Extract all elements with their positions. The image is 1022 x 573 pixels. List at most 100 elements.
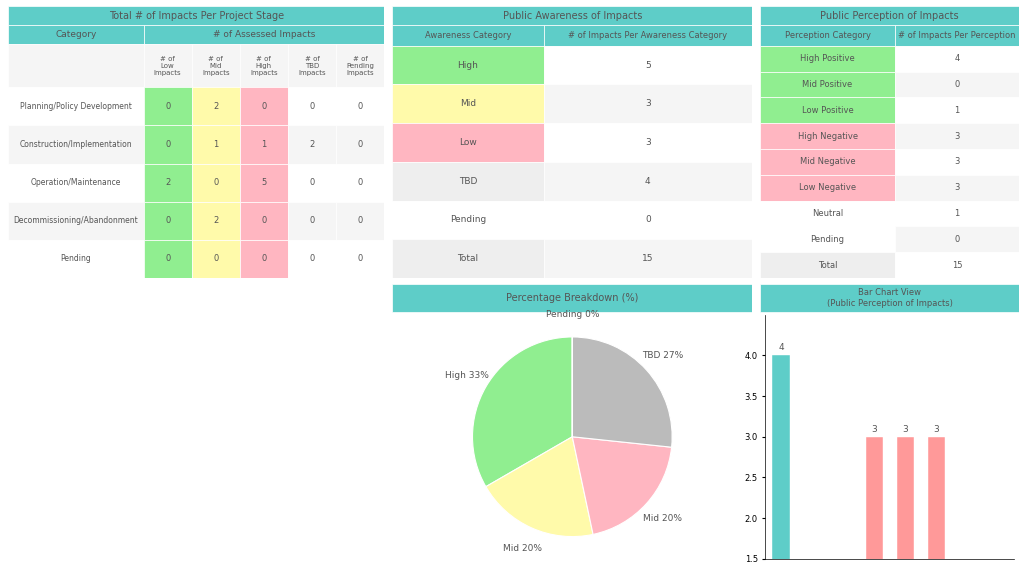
FancyBboxPatch shape [240,44,288,87]
Text: 0: 0 [214,178,219,187]
Text: 3: 3 [955,183,960,192]
Text: 3: 3 [645,138,651,147]
Text: 0: 0 [310,216,315,225]
FancyBboxPatch shape [192,164,240,202]
FancyBboxPatch shape [8,25,143,44]
FancyBboxPatch shape [760,284,1019,312]
Text: 3: 3 [871,425,877,434]
Text: 3: 3 [933,425,939,434]
FancyBboxPatch shape [143,25,384,44]
Text: Total: Total [458,254,478,263]
Text: 0: 0 [165,102,171,111]
FancyBboxPatch shape [8,87,143,125]
Text: Public Perception of Impacts: Public Perception of Impacts [821,10,959,21]
FancyBboxPatch shape [895,149,1019,175]
Text: # of
Mid
Impacts: # of Mid Impacts [202,56,230,76]
FancyBboxPatch shape [392,123,544,162]
FancyBboxPatch shape [392,284,752,312]
Text: 0: 0 [645,215,651,225]
FancyBboxPatch shape [336,44,384,87]
Text: High Negative: High Negative [797,132,857,140]
FancyBboxPatch shape [760,226,895,252]
Text: 15: 15 [642,254,654,263]
FancyBboxPatch shape [143,202,192,240]
FancyBboxPatch shape [760,175,895,201]
FancyBboxPatch shape [895,226,1019,252]
Text: Percentage Breakdown (%): Percentage Breakdown (%) [506,293,639,303]
Text: Pending 0%: Pending 0% [546,311,599,320]
FancyBboxPatch shape [240,202,288,240]
Text: 4: 4 [778,343,784,352]
FancyBboxPatch shape [392,201,544,239]
Text: Perception Category: Perception Category [785,31,871,40]
FancyBboxPatch shape [143,87,192,125]
Text: # of Impacts Per Perception: # of Impacts Per Perception [898,31,1016,40]
FancyBboxPatch shape [336,202,384,240]
Text: 3: 3 [955,132,960,140]
Text: 1: 1 [955,209,960,218]
Text: Pending: Pending [60,254,91,264]
FancyBboxPatch shape [895,97,1019,123]
FancyBboxPatch shape [544,84,752,123]
Wedge shape [572,437,671,535]
FancyBboxPatch shape [392,84,544,123]
FancyBboxPatch shape [336,164,384,202]
Text: 3: 3 [902,425,909,434]
Text: Bar Chart View
(Public Perception of Impacts): Bar Chart View (Public Perception of Imp… [827,288,953,308]
FancyBboxPatch shape [240,87,288,125]
Text: 0: 0 [262,102,267,111]
Text: Decommissioning/Abandonment: Decommissioning/Abandonment [13,216,138,225]
Text: 5: 5 [645,61,651,69]
Text: # of
High
Impacts: # of High Impacts [250,56,278,76]
Text: 0: 0 [358,178,363,187]
FancyBboxPatch shape [760,123,895,149]
FancyBboxPatch shape [8,202,143,240]
FancyBboxPatch shape [336,240,384,278]
Text: Low Positive: Low Positive [801,106,853,115]
Text: 3: 3 [955,158,960,166]
Text: 0: 0 [310,254,315,264]
FancyBboxPatch shape [143,44,192,87]
FancyBboxPatch shape [192,87,240,125]
FancyBboxPatch shape [544,239,752,278]
Text: Total # of Impacts Per Project Stage: Total # of Impacts Per Project Stage [108,10,284,21]
Text: 4: 4 [955,54,960,63]
FancyBboxPatch shape [288,125,336,164]
Text: Awareness Category: Awareness Category [425,31,511,40]
FancyBboxPatch shape [8,125,143,164]
Text: 2: 2 [310,140,315,149]
FancyBboxPatch shape [544,46,752,84]
Text: 0: 0 [955,80,960,89]
FancyBboxPatch shape [895,25,1019,46]
FancyBboxPatch shape [143,240,192,278]
FancyBboxPatch shape [288,202,336,240]
Text: Neutral: Neutral [811,209,843,218]
FancyBboxPatch shape [143,125,192,164]
Text: Planning/Policy Development: Planning/Policy Development [20,102,132,111]
FancyBboxPatch shape [392,239,544,278]
Text: 0: 0 [262,216,267,225]
FancyBboxPatch shape [544,162,752,201]
Text: # of Impacts Per Awareness Category: # of Impacts Per Awareness Category [568,31,728,40]
Bar [928,437,944,573]
FancyBboxPatch shape [760,6,1019,25]
Text: # of
Low
Impacts: # of Low Impacts [154,56,182,76]
Text: Pending: Pending [810,235,844,244]
FancyBboxPatch shape [288,87,336,125]
FancyBboxPatch shape [192,202,240,240]
FancyBboxPatch shape [336,87,384,125]
Text: # of
TBD
Impacts: # of TBD Impacts [298,56,326,76]
Text: High: High [458,61,478,69]
FancyBboxPatch shape [288,240,336,278]
Text: # of
Pending
Impacts: # of Pending Impacts [346,56,374,76]
FancyBboxPatch shape [392,25,544,46]
FancyBboxPatch shape [895,252,1019,278]
FancyBboxPatch shape [143,164,192,202]
Bar [896,437,914,573]
Text: Mid 20%: Mid 20% [643,514,683,523]
Text: 1: 1 [955,106,960,115]
Wedge shape [485,437,593,536]
Text: Category: Category [55,30,96,39]
FancyBboxPatch shape [288,44,336,87]
Text: 0: 0 [358,102,363,111]
